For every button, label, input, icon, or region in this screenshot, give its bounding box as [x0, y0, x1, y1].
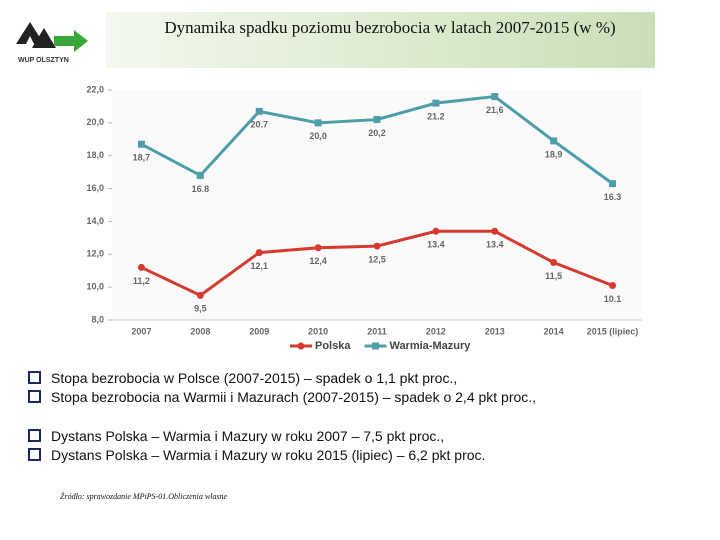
chart: 8,0 10,0 12,0 14,0 16,0 18,0 20,0 22,0 2007 2008 2… [86, 84, 642, 352]
legend-label: Warmia-Mazury [389, 340, 471, 352]
x-tick-label: 2012 [426, 326, 446, 336]
data-label: 10.1 [604, 294, 622, 304]
point [373, 242, 381, 250]
point [432, 227, 440, 235]
data-label: 11,5 [545, 271, 562, 281]
y-tick-label: 12,0 [86, 249, 104, 259]
bullet: Dystans Polska – Warmia i Mazury w roku … [28, 428, 444, 444]
point [373, 116, 381, 124]
logo-icon: WUP OLSZTYN [16, 22, 88, 64]
data-label: 13.4 [486, 240, 504, 250]
data-label: 9,5 [194, 304, 207, 314]
point [609, 180, 617, 188]
data-label: 20,0 [309, 131, 327, 141]
point [255, 249, 263, 257]
x-tick-label: 2008 [190, 326, 210, 336]
bullet: Dystans Polska – Warmia i Mazury w roku … [28, 447, 485, 463]
logo: WUP OLSZTYN [10, 14, 100, 66]
point [550, 259, 558, 266]
x-tick-label: 2009 [249, 326, 269, 336]
chart-title: Dynamika spadku poziomu bezrobocia w lat… [164, 18, 616, 37]
legend-marker [297, 342, 305, 350]
y-tick-label: 16,0 [86, 183, 104, 193]
point [491, 93, 499, 101]
y-tick-label: 22,0 [86, 84, 104, 94]
y-tick-label: 20,0 [86, 117, 104, 127]
data-label: 13.4 [427, 240, 445, 250]
bullet: Stopa bezrobocia w Polsce (2007-2015) – … [28, 370, 457, 386]
data-label: 12,5 [368, 254, 386, 264]
bullet-text: Stopa bezrobocia na Warmii i Mazurach (2… [51, 389, 537, 405]
x-tick-label: 2014 [544, 326, 564, 336]
bullet-text: Dystans Polska – Warmia i Mazury w roku … [51, 447, 486, 463]
data-label: 21,6 [486, 105, 504, 115]
legend-label: Polska [315, 340, 351, 352]
y-tick-label: 8,0 [91, 314, 104, 324]
point [432, 99, 440, 107]
point [609, 282, 617, 289]
data-label: 16.8 [192, 184, 210, 194]
y-tick-label: 18,0 [86, 150, 104, 160]
logo-text: WUP OLSZTYN [18, 57, 69, 64]
y-tick-label: 14,0 [86, 216, 104, 226]
point [255, 107, 263, 115]
point [196, 171, 204, 179]
point [491, 227, 499, 235]
point [137, 140, 145, 148]
point [196, 291, 204, 299]
x-tick-label: 2013 [485, 326, 505, 336]
bullet-text: Dystans Polska – Warmia i Mazury w roku … [51, 428, 445, 444]
x-tick-label: 2011 [367, 326, 387, 336]
data-label: 12,1 [250, 261, 268, 271]
x-tick-label: 2010 [308, 326, 328, 336]
point [137, 263, 145, 271]
legend-marker [371, 342, 379, 350]
x-tick-label: 2015 (lipiec) [587, 326, 639, 336]
data-label: 18,9 [545, 149, 563, 159]
data-label: 20,2 [368, 128, 386, 138]
y-tick-label: 10,0 [86, 282, 104, 292]
point [314, 119, 322, 127]
source-note: Źródło: sprawozdanie MPiPS-01.Obliczenia… [60, 492, 228, 501]
x-tick-label: 2007 [131, 326, 151, 336]
plot-area [112, 90, 642, 320]
data-label: 21.2 [427, 112, 445, 122]
data-label: 20.7 [250, 120, 268, 130]
data-label: 18,7 [133, 153, 151, 163]
data-label: 16.3 [604, 192, 622, 202]
bullet: Stopa bezrobocia na Warmii i Mazurach (2… [28, 389, 536, 405]
data-label: 12,4 [309, 256, 327, 266]
point [550, 137, 558, 145]
header-banner [106, 12, 655, 68]
point [314, 244, 322, 252]
data-label: 11,2 [133, 276, 150, 286]
bullet-text: Stopa bezrobocia w Polsce (2007-2015) – … [51, 370, 458, 386]
